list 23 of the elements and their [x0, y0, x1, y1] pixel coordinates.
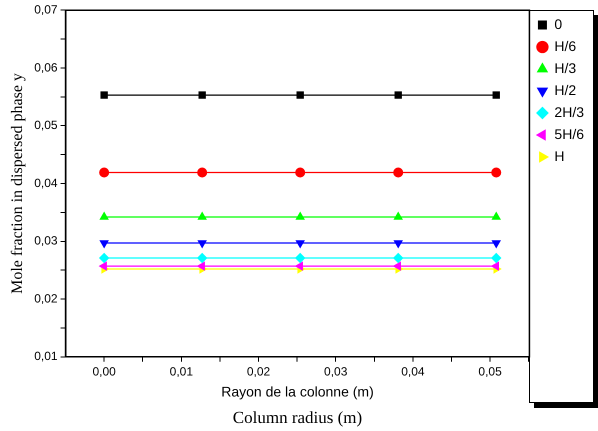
legend-label: 0	[554, 16, 562, 32]
x-tick-label: 0,04	[401, 364, 425, 378]
legend-label: H	[554, 148, 565, 164]
x-tick-label: 0,01	[170, 364, 194, 378]
y-tick-label: 0,02	[34, 291, 58, 306]
x-tick-label: 0,05	[478, 364, 502, 378]
y-tick-label: 0,04	[34, 176, 58, 190]
legend-label: H/3	[554, 60, 576, 76]
x-tick-label: 0,00	[92, 364, 116, 378]
y-axis-title: Mole fraction in dispersed phase y	[8, 73, 26, 294]
y-tick-label: 0,07	[34, 2, 58, 17]
x-tick-label: 0,02	[246, 364, 271, 378]
y-tick-label: 0,03	[34, 234, 58, 248]
y-tick-label: 0,01	[34, 349, 58, 364]
x-tick-label: 0,03	[324, 364, 348, 378]
y-tick-label: 0,05	[34, 118, 58, 132]
x-axis-title: Rayon de la colonne (m)	[221, 383, 374, 400]
y-tick-label: 0,06	[34, 60, 58, 74]
text: Column radius (m)	[232, 408, 362, 427]
legend-label: H/6	[554, 38, 576, 54]
legend-label: 5H/6	[554, 126, 584, 142]
legend-label: H/2	[554, 82, 576, 98]
legend-label: 2H/3	[554, 104, 584, 120]
